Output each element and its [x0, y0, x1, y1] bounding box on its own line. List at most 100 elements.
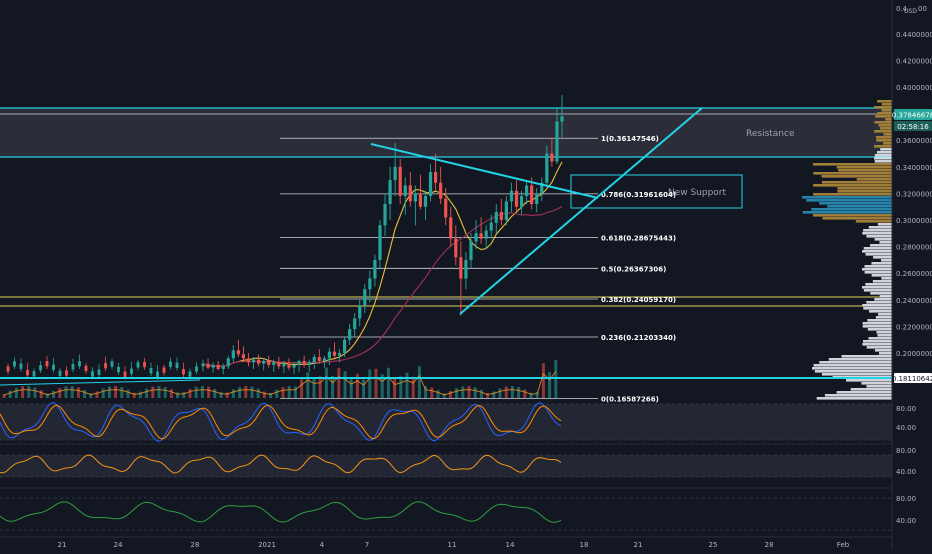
candle-body[interactable]: [123, 371, 127, 377]
ascending-trendline[interactable]: [459, 107, 703, 315]
candle-body[interactable]: [332, 351, 337, 356]
candle-body[interactable]: [383, 204, 387, 226]
candle-body[interactable]: [358, 305, 362, 319]
candle-body[interactable]: [373, 259, 377, 279]
candle-body[interactable]: [454, 238, 458, 258]
candle-body[interactable]: [428, 172, 433, 197]
candle-body[interactable]: [136, 362, 140, 368]
candle-body[interactable]: [26, 369, 29, 376]
candle-body[interactable]: [545, 153, 549, 183]
candle-body[interactable]: [104, 363, 107, 369]
candle-body[interactable]: [307, 362, 311, 365]
candle-body[interactable]: [499, 212, 503, 220]
candle-body[interactable]: [459, 257, 463, 279]
candle-body[interactable]: [504, 201, 508, 220]
candle-body[interactable]: [246, 358, 251, 363]
candle-body[interactable]: [78, 361, 81, 367]
candle-body[interactable]: [489, 222, 493, 231]
candle-body[interactable]: [149, 368, 153, 374]
candle-body[interactable]: [413, 193, 417, 202]
candle-body[interactable]: [317, 356, 321, 361]
candle-body[interactable]: [519, 196, 524, 207]
candle-body[interactable]: [540, 182, 544, 194]
candle-body[interactable]: [368, 278, 372, 290]
candle-body[interactable]: [91, 371, 94, 377]
candle-body[interactable]: [514, 190, 519, 207]
candle-body[interactable]: [292, 364, 296, 368]
candle-body[interactable]: [52, 364, 55, 370]
candle-body[interactable]: [479, 233, 483, 239]
candle-body[interactable]: [474, 233, 478, 242]
time-axis[interactable]: 21 24 28 2021 4 7 11 14 18 21 25 28 Feb: [0, 536, 892, 549]
candle-body[interactable]: [418, 193, 423, 207]
candle-body[interactable]: [143, 361, 146, 368]
candle-body[interactable]: [162, 367, 166, 373]
candlesticks[interactable]: [6, 94, 564, 380]
candle-body[interactable]: [297, 360, 301, 365]
candle-body[interactable]: [19, 363, 23, 369]
candle-body[interactable]: [277, 362, 281, 367]
candle-body[interactable]: [211, 364, 215, 368]
candle-body[interactable]: [117, 366, 120, 373]
candle-body[interactable]: [342, 339, 347, 353]
candle-body[interactable]: [393, 166, 397, 181]
candle-body[interactable]: [272, 362, 276, 365]
candle-body[interactable]: [182, 369, 185, 375]
candle-body[interactable]: [433, 172, 438, 183]
fibonacci-retracement[interactable]: 1(0.36147546) 0.786(0.31961604) 0.618(0.28…: [280, 135, 676, 403]
candle-body[interactable]: [337, 353, 342, 356]
candle-body[interactable]: [267, 360, 271, 365]
candle-body[interactable]: [188, 371, 192, 377]
candle-body[interactable]: [231, 350, 235, 359]
candle-body[interactable]: [226, 358, 230, 367]
candle-body[interactable]: [464, 259, 468, 279]
candle-body[interactable]: [195, 366, 198, 372]
candle-body[interactable]: [58, 370, 62, 377]
candle-body[interactable]: [65, 370, 68, 376]
candle-body[interactable]: [363, 289, 367, 306]
candle-body[interactable]: [469, 241, 473, 260]
candle-body[interactable]: [110, 361, 114, 367]
candle-body[interactable]: [97, 369, 101, 375]
candle-body[interactable]: [6, 366, 10, 372]
candle-body[interactable]: [175, 362, 179, 368]
candle-body[interactable]: [378, 225, 382, 260]
candle-body[interactable]: [322, 358, 326, 361]
candle-body[interactable]: [13, 361, 16, 367]
candle-body[interactable]: [84, 365, 88, 372]
candle-body[interactable]: [241, 354, 246, 359]
candle-body[interactable]: [302, 360, 306, 365]
candle-body[interactable]: [287, 363, 291, 368]
candle-body[interactable]: [71, 364, 75, 370]
candle-body[interactable]: [156, 371, 159, 377]
candle-body[interactable]: [484, 230, 488, 239]
candle-body[interactable]: [169, 361, 172, 367]
candle-body[interactable]: [398, 166, 402, 197]
candle-body[interactable]: [201, 363, 205, 367]
candle-body[interactable]: [550, 153, 554, 162]
candle-body[interactable]: [560, 116, 564, 122]
candle-body[interactable]: [423, 196, 428, 207]
candle-body[interactable]: [257, 359, 261, 364]
candle-body[interactable]: [449, 217, 453, 239]
candle-body[interactable]: [206, 363, 210, 368]
candle-body[interactable]: [45, 360, 49, 367]
candle-body[interactable]: [236, 350, 240, 355]
candle-body[interactable]: [509, 190, 514, 202]
candle-body[interactable]: [388, 180, 392, 205]
candle-body[interactable]: [216, 364, 220, 369]
candle-body[interactable]: [494, 212, 498, 223]
candle-body[interactable]: [282, 363, 286, 367]
candle-body[interactable]: [32, 370, 36, 377]
candle-body[interactable]: [251, 359, 256, 363]
candle-body[interactable]: [353, 318, 357, 330]
candle-body[interactable]: [555, 121, 559, 162]
candle-body[interactable]: [444, 198, 448, 218]
candle-body[interactable]: [39, 365, 42, 371]
candle-body[interactable]: [535, 193, 539, 205]
candle-body[interactable]: [262, 360, 266, 364]
candle-body[interactable]: [439, 182, 443, 199]
candle-body[interactable]: [403, 185, 407, 197]
